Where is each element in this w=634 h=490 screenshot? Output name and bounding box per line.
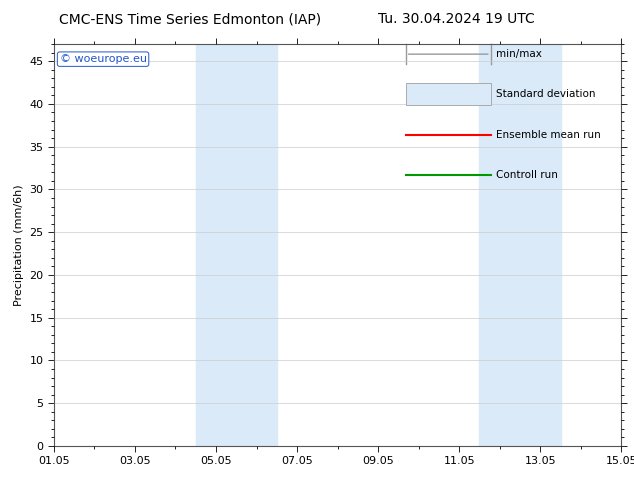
Bar xyxy=(479,44,560,446)
Text: CMC-ENS Time Series Edmonton (IAP): CMC-ENS Time Series Edmonton (IAP) xyxy=(59,12,321,26)
Text: Controll run: Controll run xyxy=(496,170,559,180)
Bar xyxy=(406,83,491,105)
Text: min/max: min/max xyxy=(496,49,542,59)
Y-axis label: Precipitation (mm/6h): Precipitation (mm/6h) xyxy=(14,184,24,306)
Text: Ensemble mean run: Ensemble mean run xyxy=(496,129,601,140)
Bar xyxy=(196,44,277,446)
Text: Tu. 30.04.2024 19 UTC: Tu. 30.04.2024 19 UTC xyxy=(378,12,535,26)
Text: Standard deviation: Standard deviation xyxy=(496,89,596,99)
Text: © woeurope.eu: © woeurope.eu xyxy=(60,54,146,64)
